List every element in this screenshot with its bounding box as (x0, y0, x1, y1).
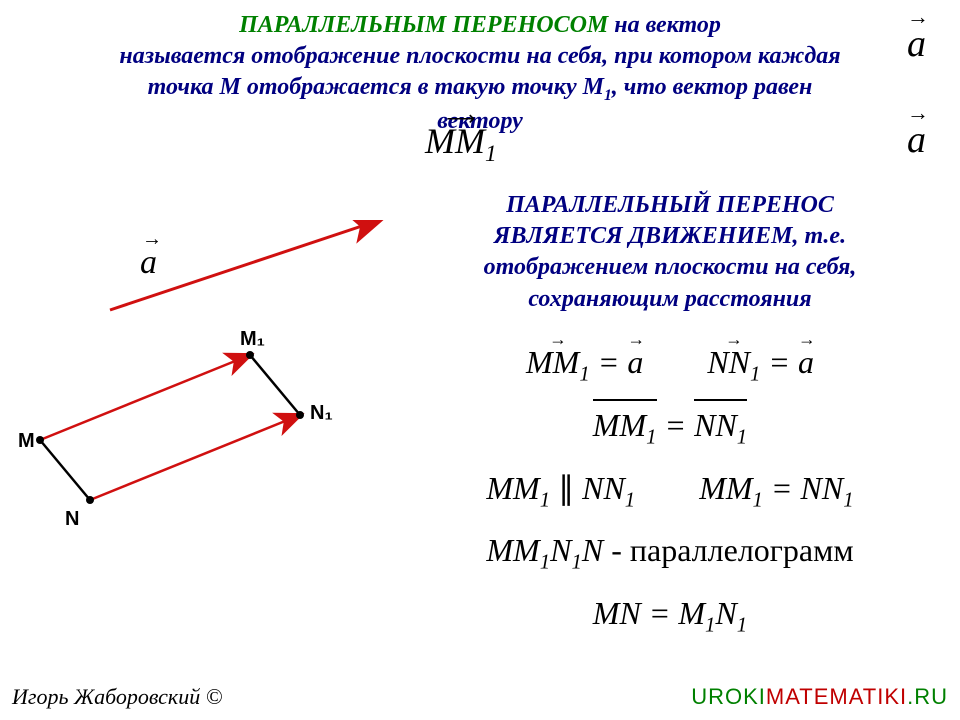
segment-m-n (40, 440, 90, 500)
diagram-a-label: → a (140, 244, 157, 282)
site-part3: .RU (907, 684, 948, 709)
def-line3a: точка М отображается в такую точку М (148, 74, 604, 100)
def-line2: называется отображение плоскости на себя… (119, 43, 840, 69)
site-credit: UROKIMATEMATIKI.RU (691, 684, 948, 710)
vector-n-n1 (90, 415, 300, 500)
vector-a-symbol-2: → а (907, 118, 926, 162)
author-credit: Игорь Жаборовский © (12, 684, 222, 710)
theorem-text: ПАРАЛЛЕЛЬНЫЙ ПЕРЕНОС ЯВЛЯЕТСЯ ДВИЖЕНИЕМ,… (400, 190, 940, 315)
equations-block: MM1 = a NN1 = a MM1 = NN1 MM1 ∥ NN1 MM1 … (400, 330, 940, 648)
arrow-over-icon: → (907, 4, 929, 30)
point-m (36, 436, 44, 444)
arrow-over-icon: ⟶ (425, 106, 497, 131)
th-line2: ЯВЛЯЕТСЯ ДВИЖЕНИЕМ, т.е. (494, 223, 846, 249)
vector-mm1-symbol: ⟶ ММ1 (425, 120, 497, 168)
eq-row-5: MN = M1N1 (400, 585, 940, 644)
label-m1: M₁ (240, 328, 265, 351)
segment-m1-n1 (250, 355, 300, 415)
point-n1 (296, 411, 304, 419)
vector-a-symbol-1: → а (907, 22, 926, 66)
th-line3: отображением плоскости на себя, (484, 254, 857, 280)
def-rest1: на вектор (608, 12, 721, 38)
th-line1: ПАРАЛЛЕЛЬНЫЙ ПЕРЕНОС (506, 192, 834, 218)
eq-row-1: MM1 = a NN1 = a (400, 334, 940, 393)
site-part1: UROKI (691, 684, 766, 709)
point-m1 (246, 351, 254, 359)
def-line3-sub: 1 (604, 87, 612, 104)
translation-diagram: → a M N M₁ N₁ (10, 220, 390, 560)
arrow-over-icon: → (907, 100, 929, 126)
point-n (86, 496, 94, 504)
eq-row-4: MM1N1N - параллелограмм (400, 522, 940, 581)
def-line3b: , что вектор равен (612, 74, 813, 100)
eq-row-2: MM1 = NN1 (400, 397, 940, 456)
mm1-sub: 1 (485, 141, 497, 167)
th-line4: сохраняющим расстояния (528, 286, 811, 312)
site-part2: MATEMATIKI (766, 684, 907, 709)
label-n1: N₁ (310, 402, 333, 425)
eq-row-3: MM1 ∥ NN1 MM1 = NN1 (400, 460, 940, 519)
def-term: ПАРАЛЛЕЛЬНЫМ ПЕРЕНОСОМ (239, 12, 608, 38)
vector-m-m1 (40, 355, 250, 440)
arrow-over-icon: → (142, 228, 162, 251)
label-n: N (65, 508, 79, 531)
label-m: M (18, 430, 35, 453)
